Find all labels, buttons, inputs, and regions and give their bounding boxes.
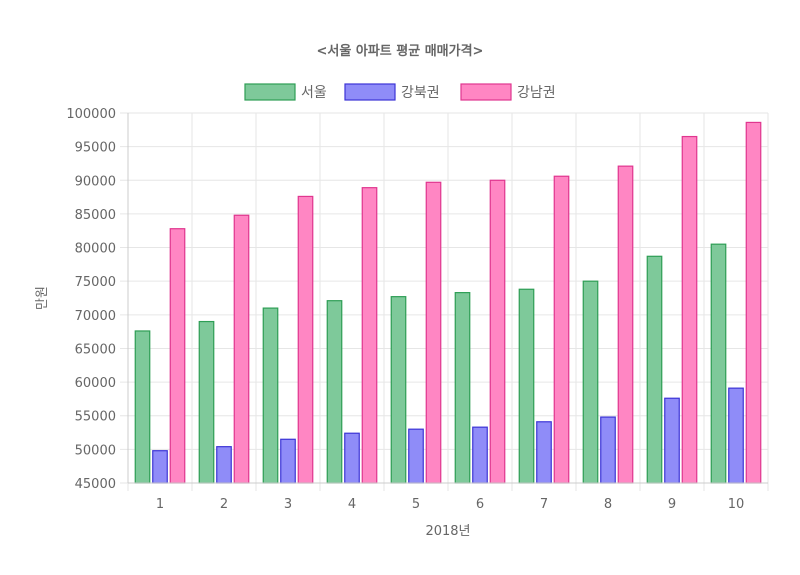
x-tick-label: 7 [540,497,548,512]
bar-2-4[interactable] [344,432,360,484]
y-tick-label: 60000 [75,376,116,391]
y-tick-label: 55000 [75,410,116,425]
y-tick-label: 65000 [75,342,116,357]
y-tick-label: 45000 [75,477,116,492]
bar-1-2[interactable] [198,320,215,484]
y-tick-label: 50000 [75,443,116,458]
bar-1-9[interactable] [646,255,663,484]
bar-3-8[interactable] [617,165,634,484]
legend-item[interactable]: 서울 [244,83,327,101]
y-tick-label: 100000 [66,107,116,122]
bar-3-5[interactable] [425,181,442,484]
x-axis-title: 2018년 [425,524,470,539]
bar-3-10[interactable] [745,121,762,484]
legend-swatch [244,83,296,101]
x-tick-label: 10 [728,497,745,512]
y-tick-label: 90000 [75,174,116,189]
bar-1-3[interactable] [262,307,279,484]
bar-3-4[interactable] [361,187,378,484]
bar-2-9[interactable] [664,397,680,484]
y-tick-label: 70000 [75,309,116,324]
x-tick-label: 3 [284,497,292,512]
x-tick-label: 2 [220,497,228,512]
bar-3-2[interactable] [233,214,250,484]
bar-3-3[interactable] [297,195,314,484]
bar-1-8[interactable] [582,280,599,484]
axis-layer: 45000 50000 55000 60000 65000 70000 75000 80000… [66,107,768,512]
bar-2-5[interactable] [408,428,424,484]
legend-item[interactable]: 강남권 [460,83,556,101]
bar-1-1[interactable] [134,330,151,484]
bar-1-7[interactable] [518,288,535,484]
chart-title: <서울 아파트 평균 매매가격> [317,43,484,59]
bar-2-1[interactable] [152,450,168,484]
bar-3-9[interactable] [681,135,698,484]
y-tick-label: 95000 [75,141,116,156]
y-tick-label: 85000 [75,208,116,223]
bar-3-7[interactable] [553,175,570,484]
x-tick-label: 6 [476,497,484,512]
x-tick-label: 9 [668,497,676,512]
x-tick-label: 8 [604,497,612,512]
bar-2-7[interactable] [536,421,552,484]
bar-2-3[interactable] [280,438,296,484]
x-tick-label: 1 [156,497,164,512]
y-tick-label: 75000 [75,275,116,290]
legend-label: 서울 [301,85,327,101]
bar-2-6[interactable] [472,426,488,484]
legend-swatch [344,83,396,101]
bar-1-5[interactable] [390,296,407,484]
bar-1-10[interactable] [710,243,727,484]
x-tick-label: 4 [348,497,356,512]
legend-swatch [460,83,512,101]
y-axis-title: 만원 [35,286,50,310]
legend-label: 강남권 [517,85,556,101]
bar-2-8[interactable] [600,416,616,484]
y-tick-label: 80000 [75,242,116,257]
bar-1-4[interactable] [326,300,343,484]
bar-3-6[interactable] [489,179,506,484]
legend[interactable]: 서울 강북권 강남권 [244,83,556,101]
bars-layer [134,121,762,484]
bar-2-2[interactable] [216,446,232,484]
legend-label: 강북권 [401,85,440,101]
bar-2-10[interactable] [728,387,744,484]
bar-3-1[interactable] [169,228,186,484]
bar-1-6[interactable] [454,292,471,484]
x-tick-label: 5 [412,497,420,512]
legend-item[interactable]: 강북권 [344,83,440,101]
